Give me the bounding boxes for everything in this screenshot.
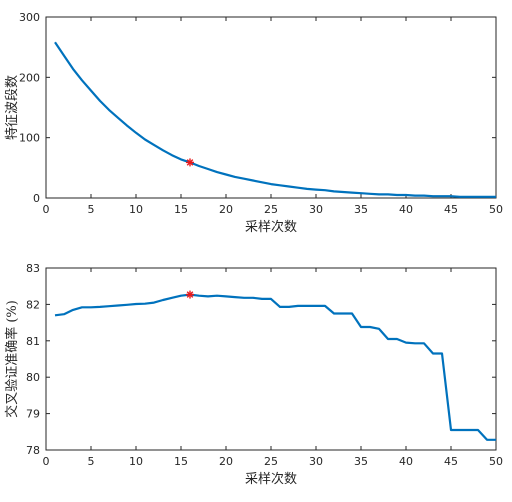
chart2-y-tick-label: 81 <box>26 335 40 348</box>
chart2-x-tick-label: 0 <box>43 455 50 468</box>
chart2-x-tick-label: 40 <box>399 455 413 468</box>
chart1-x-tick-label: 50 <box>489 203 503 216</box>
chart1-y-tick-label: 0 <box>33 192 40 205</box>
chart2-x-tick-label: 30 <box>309 455 323 468</box>
chart1-x-tick-label: 40 <box>399 203 413 216</box>
chart2-y-tick-label: 80 <box>26 371 40 384</box>
chart1-x-tick-label: 20 <box>219 203 233 216</box>
chart2-y-tick-label: 79 <box>26 408 40 421</box>
chart1-axes-box <box>45 16 497 199</box>
chart1-x-tick-label: 0 <box>43 203 50 216</box>
chart2-x-tick-label: 5 <box>88 455 95 468</box>
chart1-x-tick-label: 10 <box>129 203 143 216</box>
chart1-x-tick-label: 30 <box>309 203 323 216</box>
chart1-y-tick-label: 100 <box>19 132 40 145</box>
chart2-x-tick-label: 45 <box>444 455 458 468</box>
chart1-series-line <box>54 41 496 198</box>
chart2-x-tick-label: 15 <box>174 455 188 468</box>
chart2-x-tick-label: 50 <box>489 455 503 468</box>
chart1-y-axis-label: 特征波段数 <box>5 75 20 140</box>
chart2-x-tick-label: 25 <box>264 455 278 468</box>
chart1-x-axis-label: 采样次数 <box>245 219 297 235</box>
chart2-x-axis-label: 采样次数 <box>245 471 297 487</box>
chart2-axes-box <box>45 267 497 451</box>
chart1-y-tick-label: 200 <box>19 71 40 84</box>
chart1-highlight-marker <box>186 158 194 167</box>
chart2-y-axis-label: 交叉验证准确率 (%) <box>4 300 20 418</box>
chart2-y-tick-label: 78 <box>26 444 40 457</box>
chart1-y-tick-label: 300 <box>19 11 40 24</box>
chart2-series-line <box>54 293 496 441</box>
chart2-y-tick-label: 83 <box>26 262 40 275</box>
chart2-x-tick-label: 20 <box>219 455 233 468</box>
chart1-x-tick-label: 45 <box>444 203 458 216</box>
chart1-x-tick-label: 15 <box>174 203 188 216</box>
chart1-x-tick-label: 5 <box>88 203 95 216</box>
chart1-x-tick-label: 35 <box>354 203 368 216</box>
chart2-y-tick-label: 82 <box>26 298 40 311</box>
chart2-x-tick-label: 10 <box>129 455 143 468</box>
chart2-x-tick-label: 35 <box>354 455 368 468</box>
chart1-x-tick-label: 25 <box>264 203 278 216</box>
chart2-highlight-marker <box>186 290 194 299</box>
